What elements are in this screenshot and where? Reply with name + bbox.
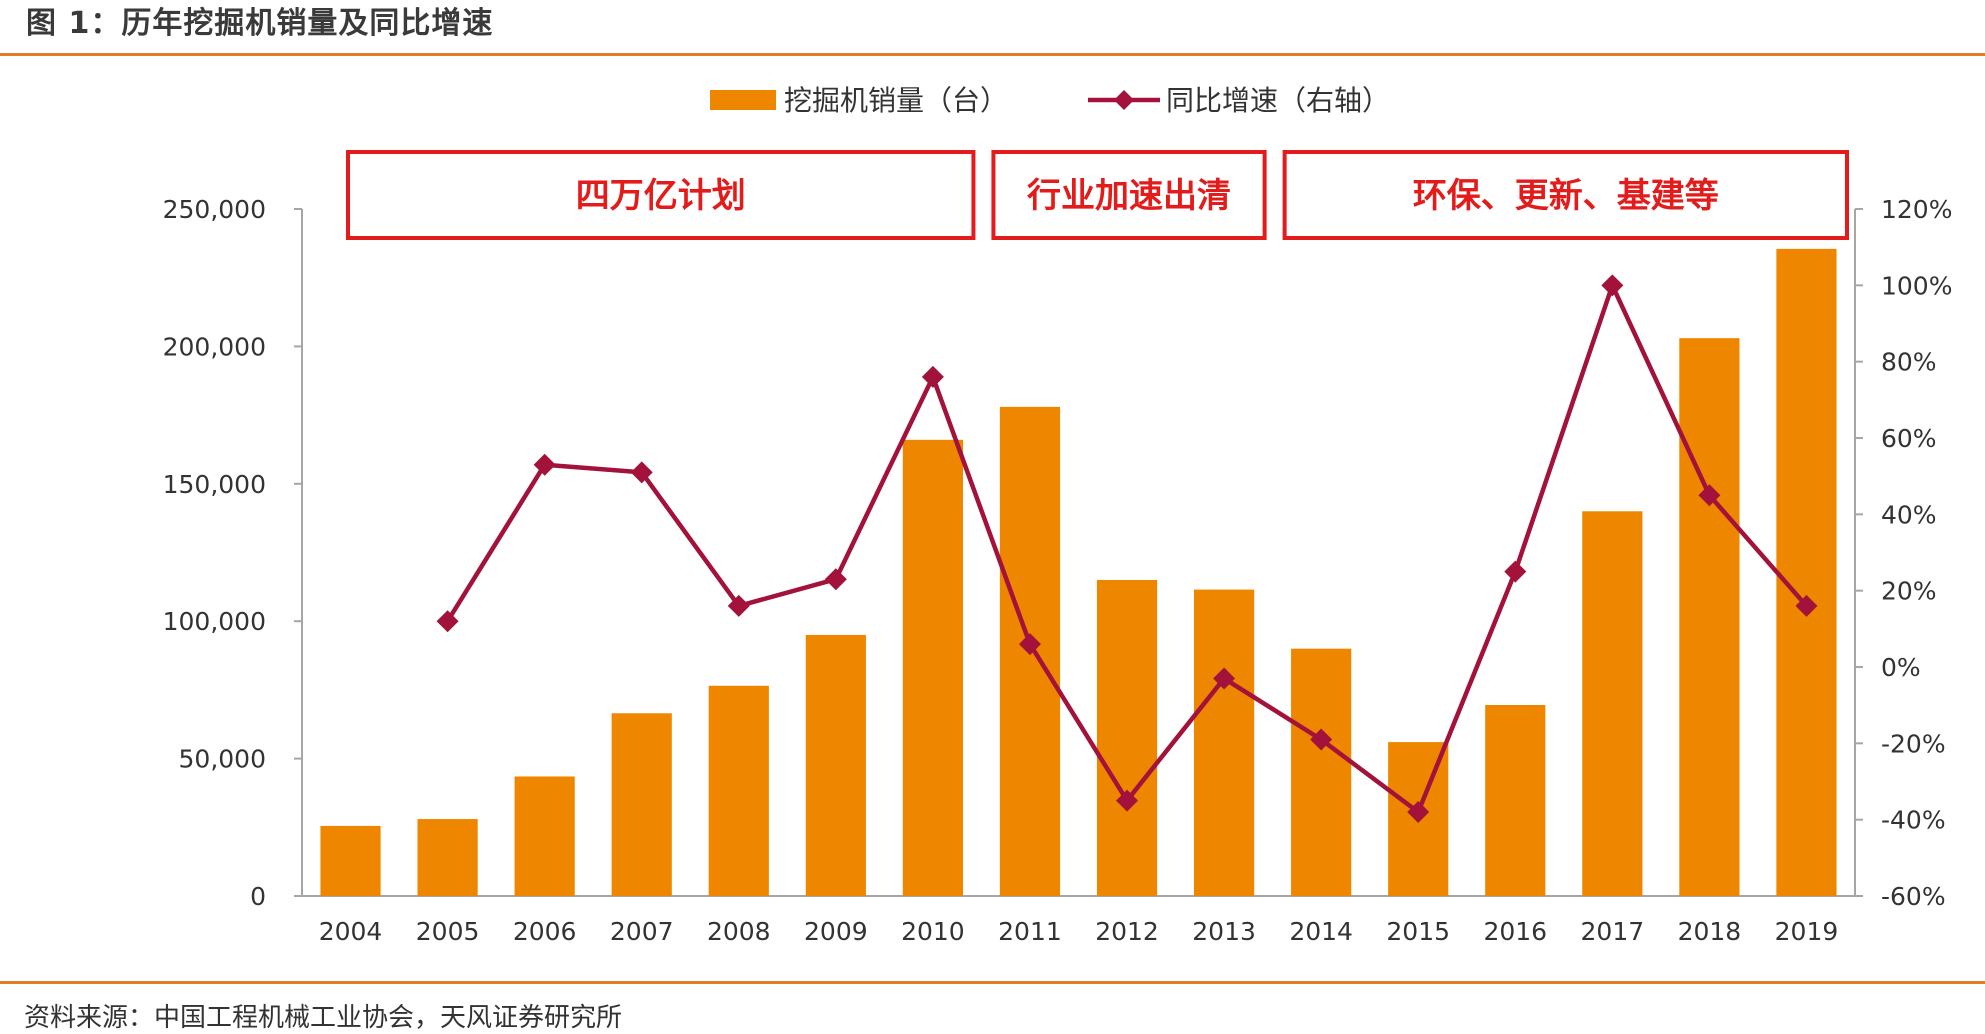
bar-2013 — [1194, 589, 1255, 896]
figure-title: 图 1：历年挖掘机销量及同比增速 — [26, 6, 494, 41]
right-tick-label: 0% — [1881, 653, 1921, 682]
bar-2006 — [514, 776, 575, 896]
growth-point-2012 — [1116, 789, 1139, 812]
source-note: 资料来源：中国工程机械工业协会，天风证券研究所 — [24, 1003, 623, 1033]
period-annotations: 四万亿计划 行业加速出清 环保、更新、基建等 — [346, 150, 1849, 240]
right-tick-label: 60% — [1881, 424, 1937, 453]
growth-point-2019 — [1795, 594, 1818, 617]
bar-2019 — [1776, 248, 1837, 896]
bar-series — [320, 248, 1837, 896]
growth-point-2007 — [630, 461, 653, 484]
bar-2017 — [1582, 511, 1643, 896]
legend: 挖掘机销量（台） 同比增速（右轴） — [710, 84, 1390, 117]
growth-point-2009 — [824, 568, 847, 591]
right-tick-label: 40% — [1881, 500, 1937, 529]
x-tick-label: 2019 — [1775, 917, 1839, 946]
left-tick-label: 0 — [250, 882, 266, 911]
x-tick-label: 2017 — [1581, 917, 1645, 946]
right-tick-label: -60% — [1881, 882, 1946, 911]
legend-swatch-marker — [1114, 90, 1134, 110]
bar-2010 — [902, 439, 963, 896]
period-label-1: 四万亿计划 — [576, 176, 746, 216]
period-label-3: 环保、更新、基建等 — [1413, 176, 1719, 216]
left-tick-label: 100,000 — [163, 607, 266, 636]
growth-point-2008 — [727, 594, 750, 617]
growth-point-2014 — [1310, 728, 1333, 751]
bar-2008 — [708, 685, 769, 896]
growth-point-2011 — [1018, 633, 1041, 656]
x-axis-labels: 2004 2005 2006 2007 2008 2009 2010 2011 2012 2013… — [319, 917, 1839, 946]
line-series — [436, 274, 1818, 824]
period-box-2 — [991, 150, 1267, 240]
x-tick-label: 2010 — [901, 917, 965, 946]
right-tick-label: 20% — [1881, 577, 1937, 606]
period-box-3 — [1282, 150, 1849, 240]
growth-point-2010 — [921, 365, 944, 388]
x-tick-label: 2009 — [804, 917, 868, 946]
x-tick-label: 2004 — [319, 917, 383, 946]
x-tick-label: 2012 — [1095, 917, 1159, 946]
left-tick-label: 150,000 — [163, 470, 266, 499]
x-tick-label: 2011 — [998, 917, 1062, 946]
x-tick-label: 2016 — [1483, 917, 1547, 946]
bar-2012 — [1096, 579, 1158, 896]
growth-point-2005 — [436, 610, 459, 633]
growth-point-2017 — [1601, 274, 1624, 297]
right-tick-label: -20% — [1881, 729, 1946, 758]
left-tick-label: 50,000 — [179, 745, 266, 774]
source-rule — [0, 981, 1985, 984]
x-tick-label: 2008 — [707, 917, 771, 946]
growth-point-2015 — [1407, 801, 1430, 824]
x-tick-label: 2007 — [610, 917, 674, 946]
x-tick-label: 2013 — [1192, 917, 1256, 946]
left-tick-label: 200,000 — [163, 332, 266, 361]
left-tick-label: 250,000 — [163, 195, 266, 224]
legend-label-bar: 挖掘机销量（台） — [784, 84, 1008, 117]
bar-2014 — [1291, 648, 1352, 896]
right-tick-label: 100% — [1881, 271, 1952, 300]
growth-point-2018 — [1698, 484, 1721, 507]
bar-2016 — [1485, 705, 1546, 896]
right-tick-label: 80% — [1881, 348, 1937, 377]
axes: 0 50,000 100,000 150,000 200,000 250,000 -60% -… — [163, 195, 1953, 911]
chart: 挖掘机销量（台） 同比增速（右轴） 四万亿计划 行业加速出清 环保、更新、基建等 0 5… — [163, 84, 1953, 946]
x-tick-label: 2015 — [1386, 917, 1450, 946]
x-tick-label: 2018 — [1678, 917, 1742, 946]
legend-label-line: 同比增速（右轴） — [1166, 84, 1390, 117]
legend-swatch-bar — [710, 90, 776, 110]
x-tick-label: 2005 — [416, 917, 480, 946]
bar-2005 — [417, 819, 478, 896]
bar-2004 — [320, 825, 381, 896]
right-tick-label: -40% — [1881, 806, 1946, 835]
x-tick-label: 2014 — [1289, 917, 1353, 946]
period-label-2: 行业加速出清 — [1027, 176, 1231, 216]
growth-point-2006 — [533, 453, 556, 476]
bar-2007 — [611, 713, 672, 896]
right-tick-label: 120% — [1881, 195, 1952, 224]
bar-2009 — [805, 634, 866, 896]
x-tick-label: 2006 — [513, 917, 577, 946]
period-box-1 — [346, 150, 976, 240]
title-rule — [0, 53, 1985, 56]
growth-point-2016 — [1504, 560, 1527, 583]
growth-point-2013 — [1213, 667, 1236, 690]
bar-2018 — [1679, 338, 1740, 896]
